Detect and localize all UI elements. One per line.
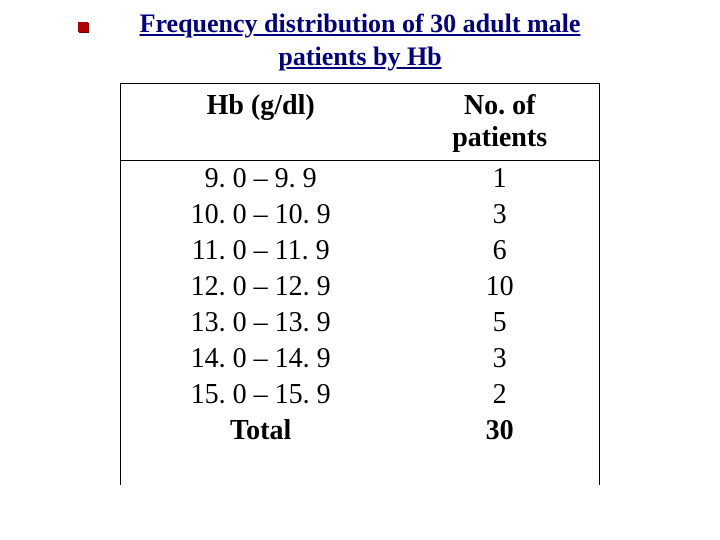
- table-row: 10. 0 – 10. 9 3: [121, 197, 600, 233]
- cell-hb: 11. 0 – 11. 9: [121, 233, 401, 269]
- slide-title: Frequency distribution of 30 adult male …: [40, 8, 680, 73]
- table-row: 9. 0 – 9. 9 1: [121, 161, 600, 198]
- table-row: 15. 0 – 15. 9 2: [121, 377, 600, 413]
- title-line-2: patients by Hb: [278, 42, 441, 71]
- cell-count: 2: [400, 377, 599, 413]
- table-row: 11. 0 – 11. 9 6: [121, 233, 600, 269]
- cell-count: 3: [400, 341, 599, 377]
- table-row: 13. 0 – 13. 9 5: [121, 305, 600, 341]
- table-row-spacer: [121, 449, 600, 485]
- cell-spacer: [400, 449, 599, 485]
- cell-count: 1: [400, 161, 599, 198]
- cell-hb: 9. 0 – 9. 9: [121, 161, 401, 198]
- cell-spacer: [121, 449, 401, 485]
- title-line-1: Frequency distribution of 30 adult male: [140, 9, 581, 38]
- col-header-patients: No. of patients: [400, 84, 599, 161]
- col-header-hb: Hb (g/dl): [121, 84, 401, 161]
- cell-hb: 13. 0 – 13. 9: [121, 305, 401, 341]
- cell-total-label: Total: [121, 413, 401, 449]
- cell-hb: 14. 0 – 14. 9: [121, 341, 401, 377]
- cell-hb: 12. 0 – 12. 9: [121, 269, 401, 305]
- table-header-row: Hb (g/dl) No. of patients: [121, 84, 600, 161]
- frequency-table: Hb (g/dl) No. of patients 9. 0 – 9. 9 1 …: [120, 83, 600, 485]
- table-row: 12. 0 – 12. 9 10: [121, 269, 600, 305]
- cell-hb: 15. 0 – 15. 9: [121, 377, 401, 413]
- table-row: 14. 0 – 14. 9 3: [121, 341, 600, 377]
- table-body: 9. 0 – 9. 9 1 10. 0 – 10. 9 3 11. 0 – 11…: [121, 161, 600, 486]
- col-header-patients-l1: No. of: [464, 90, 536, 121]
- cell-count: 10: [400, 269, 599, 305]
- cell-total-value: 30: [400, 413, 599, 449]
- cell-hb: 10. 0 – 10. 9: [121, 197, 401, 233]
- frequency-table-wrap: Hb (g/dl) No. of patients 9. 0 – 9. 9 1 …: [120, 83, 600, 485]
- table-row-total: Total 30: [121, 413, 600, 449]
- cell-count: 6: [400, 233, 599, 269]
- col-header-patients-l2: patients: [452, 122, 547, 153]
- cell-count: 3: [400, 197, 599, 233]
- cell-count: 5: [400, 305, 599, 341]
- bullet-icon: [78, 22, 88, 32]
